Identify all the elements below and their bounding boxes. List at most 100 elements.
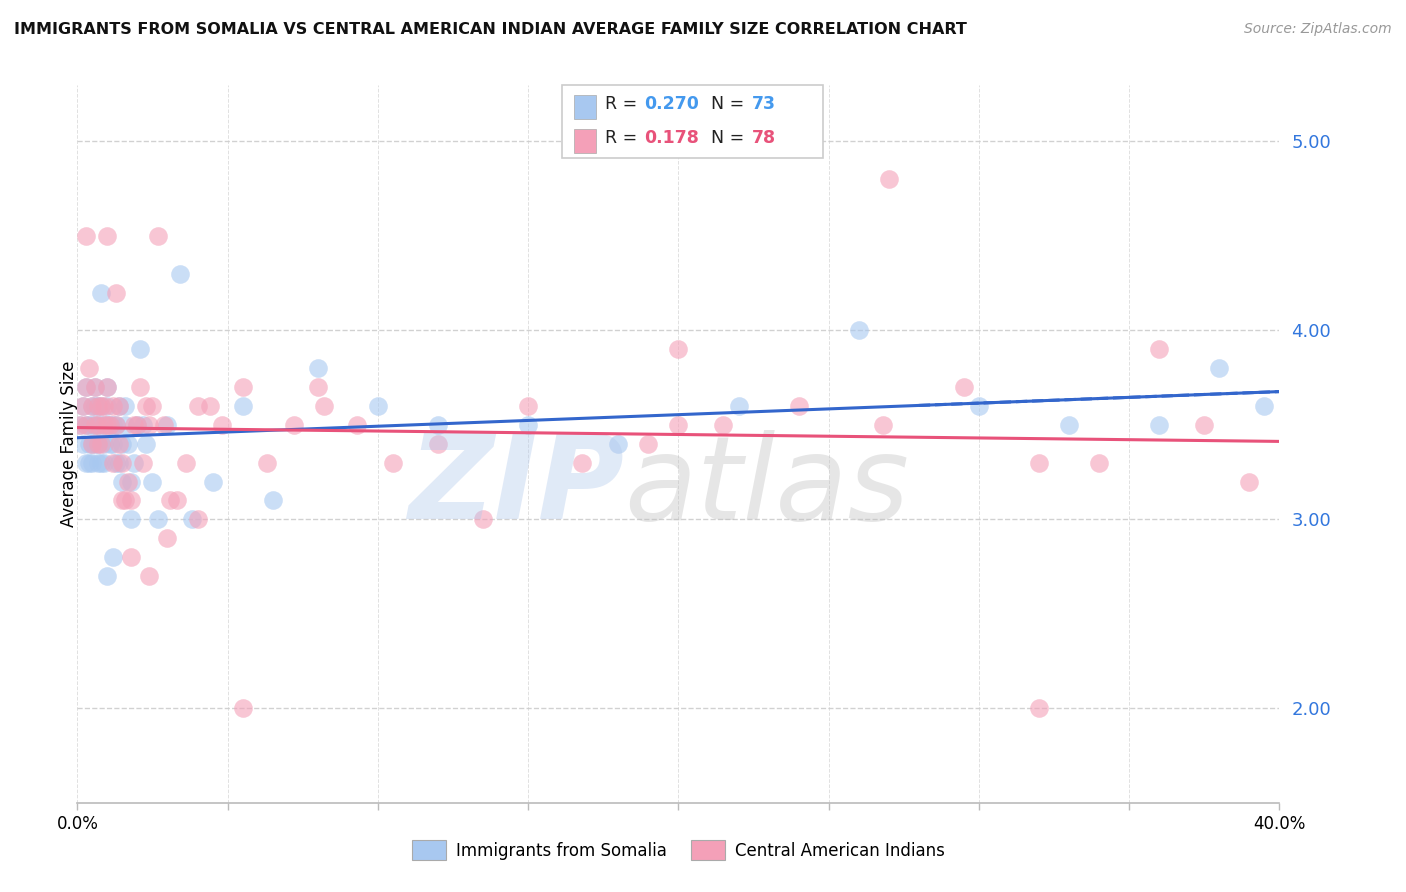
Point <box>872 417 894 432</box>
Point <box>120 493 142 508</box>
Point <box>114 493 136 508</box>
Point <box>135 399 157 413</box>
Point <box>381 456 404 470</box>
Point <box>75 417 97 432</box>
Text: IMMIGRANTS FROM SOMALIA VS CENTRAL AMERICAN INDIAN AVERAGE FAMILY SIZE CORRELATI: IMMIGRANTS FROM SOMALIA VS CENTRAL AMERI… <box>14 22 967 37</box>
Point <box>96 380 118 394</box>
Text: R =: R = <box>605 95 643 113</box>
Point <box>1208 361 1230 376</box>
Point <box>84 380 107 394</box>
Point <box>108 399 131 413</box>
Point <box>1088 456 1111 470</box>
Point <box>367 399 389 413</box>
Point <box>105 417 128 432</box>
Point <box>166 493 188 508</box>
Point <box>186 512 209 526</box>
Point <box>517 417 540 432</box>
Legend: Immigrants from Somalia, Central American Indians: Immigrants from Somalia, Central America… <box>405 834 952 866</box>
Point <box>201 475 224 489</box>
Point <box>111 437 134 451</box>
Point <box>72 399 94 413</box>
Point <box>132 456 155 470</box>
Point <box>90 399 112 413</box>
Point <box>84 399 107 413</box>
Point <box>103 399 125 413</box>
Point <box>75 380 97 394</box>
Point <box>135 437 157 451</box>
Text: 78: 78 <box>752 129 776 147</box>
Point <box>427 417 450 432</box>
Point <box>571 456 593 470</box>
Point <box>93 417 115 432</box>
Point <box>87 437 110 451</box>
Point <box>117 437 139 451</box>
Point <box>186 399 209 413</box>
Point <box>256 456 278 470</box>
Point <box>517 399 540 413</box>
Point <box>87 417 110 432</box>
Point <box>96 569 118 583</box>
Point <box>82 437 104 451</box>
Point <box>283 417 305 432</box>
Point <box>156 417 179 432</box>
Point <box>1057 417 1080 432</box>
Point <box>232 701 254 715</box>
Point <box>668 343 690 357</box>
Point <box>79 417 101 432</box>
Point <box>87 399 110 413</box>
Point <box>262 493 284 508</box>
Text: atlas: atlas <box>624 430 910 544</box>
Point <box>211 417 233 432</box>
Point <box>100 417 122 432</box>
Point <box>82 456 104 470</box>
Point <box>75 380 97 394</box>
Point <box>103 456 125 470</box>
Point <box>727 399 749 413</box>
Point <box>75 228 97 243</box>
Point <box>637 437 659 451</box>
Point <box>1253 399 1275 413</box>
Point <box>100 417 122 432</box>
Point <box>111 475 134 489</box>
Point <box>877 172 900 186</box>
Point <box>96 380 118 394</box>
Point <box>127 417 149 432</box>
Point <box>93 437 115 451</box>
Point <box>129 343 152 357</box>
Point <box>103 417 125 432</box>
Point <box>87 399 110 413</box>
Text: R =: R = <box>605 129 648 147</box>
Point <box>124 417 146 432</box>
Point <box>120 550 142 565</box>
Point <box>72 399 94 413</box>
Point <box>114 417 136 432</box>
Point <box>1149 417 1171 432</box>
Point <box>120 475 142 489</box>
Point <box>93 456 115 470</box>
Point <box>82 399 104 413</box>
Point <box>96 417 118 432</box>
Point <box>174 456 197 470</box>
Point <box>120 512 142 526</box>
Point <box>953 380 976 394</box>
Point <box>69 417 91 432</box>
Point <box>1149 343 1171 357</box>
Point <box>96 228 118 243</box>
Point <box>75 456 97 470</box>
Point <box>103 550 125 565</box>
Point <box>84 417 107 432</box>
Point <box>169 267 191 281</box>
Point <box>105 417 128 432</box>
Point <box>84 380 107 394</box>
Y-axis label: Average Family Size: Average Family Size <box>60 360 77 527</box>
Point <box>93 399 115 413</box>
Point <box>156 531 179 545</box>
Point <box>108 456 131 470</box>
Point <box>848 323 870 337</box>
Point <box>1028 456 1050 470</box>
Point <box>198 399 221 413</box>
Text: 73: 73 <box>752 95 776 113</box>
Point <box>159 493 181 508</box>
Point <box>111 493 134 508</box>
Point <box>117 475 139 489</box>
